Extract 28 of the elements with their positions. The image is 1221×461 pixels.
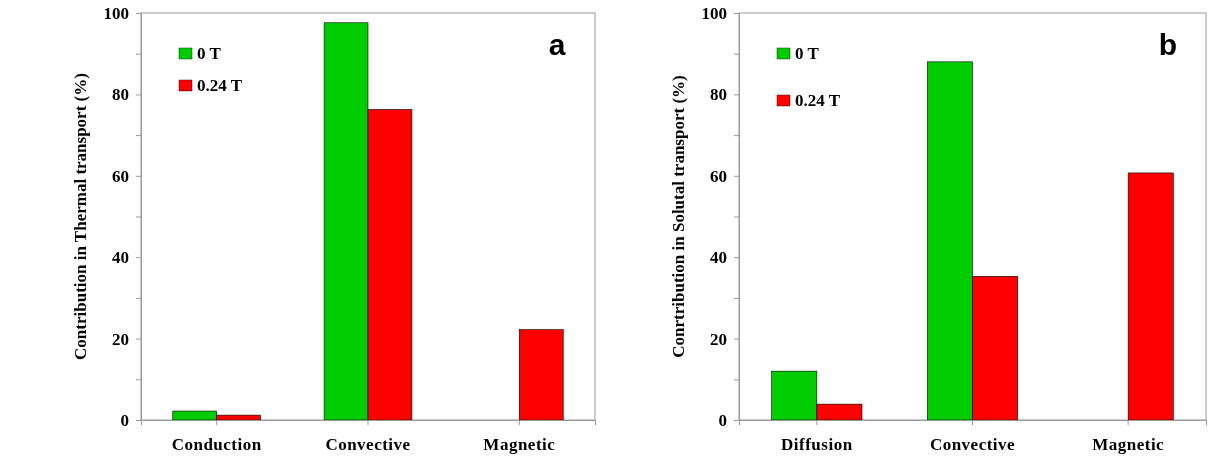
x-tick-label: Convective (929, 435, 1016, 455)
y-tick-label: 40 (112, 248, 129, 268)
y-tick-label: 60 (112, 166, 129, 186)
x-tick-label: Conduction (171, 435, 262, 455)
x-tick-label: Magnetic (483, 435, 556, 455)
y-tick-label: 20 (112, 329, 129, 349)
legend-label: 0 T (795, 44, 820, 63)
legend-label: 0 T (197, 44, 222, 63)
x-tick-label: Diffusion (781, 435, 853, 455)
y-tick-label: 80 (112, 85, 129, 105)
y-tick-label: 60 (710, 166, 727, 186)
y-tick-label: 40 (710, 248, 727, 268)
legend-label: 0.24 T (795, 91, 841, 110)
y-axis-title: Contribution in Thermal transport (%) (71, 73, 90, 360)
y-tick-label: 0 (120, 410, 129, 430)
x-tick-label: Magnetic (1092, 435, 1165, 455)
annotation: a (548, 28, 566, 61)
bar (519, 329, 564, 421)
y-tick-label: 20 (710, 329, 727, 349)
y-tick-label: 80 (710, 85, 727, 105)
y-tick-label: 100 (103, 3, 129, 23)
bar (1127, 172, 1174, 421)
y-tick-label: 0 (718, 410, 727, 430)
y-axis-title: Conrtribution in Solutal transport (%) (669, 75, 688, 358)
y-tick-label: 100 (701, 3, 727, 23)
legend-label: 0.24 T (197, 76, 243, 95)
annotation: b (1158, 28, 1178, 61)
x-tick-label: Convective (325, 435, 411, 455)
